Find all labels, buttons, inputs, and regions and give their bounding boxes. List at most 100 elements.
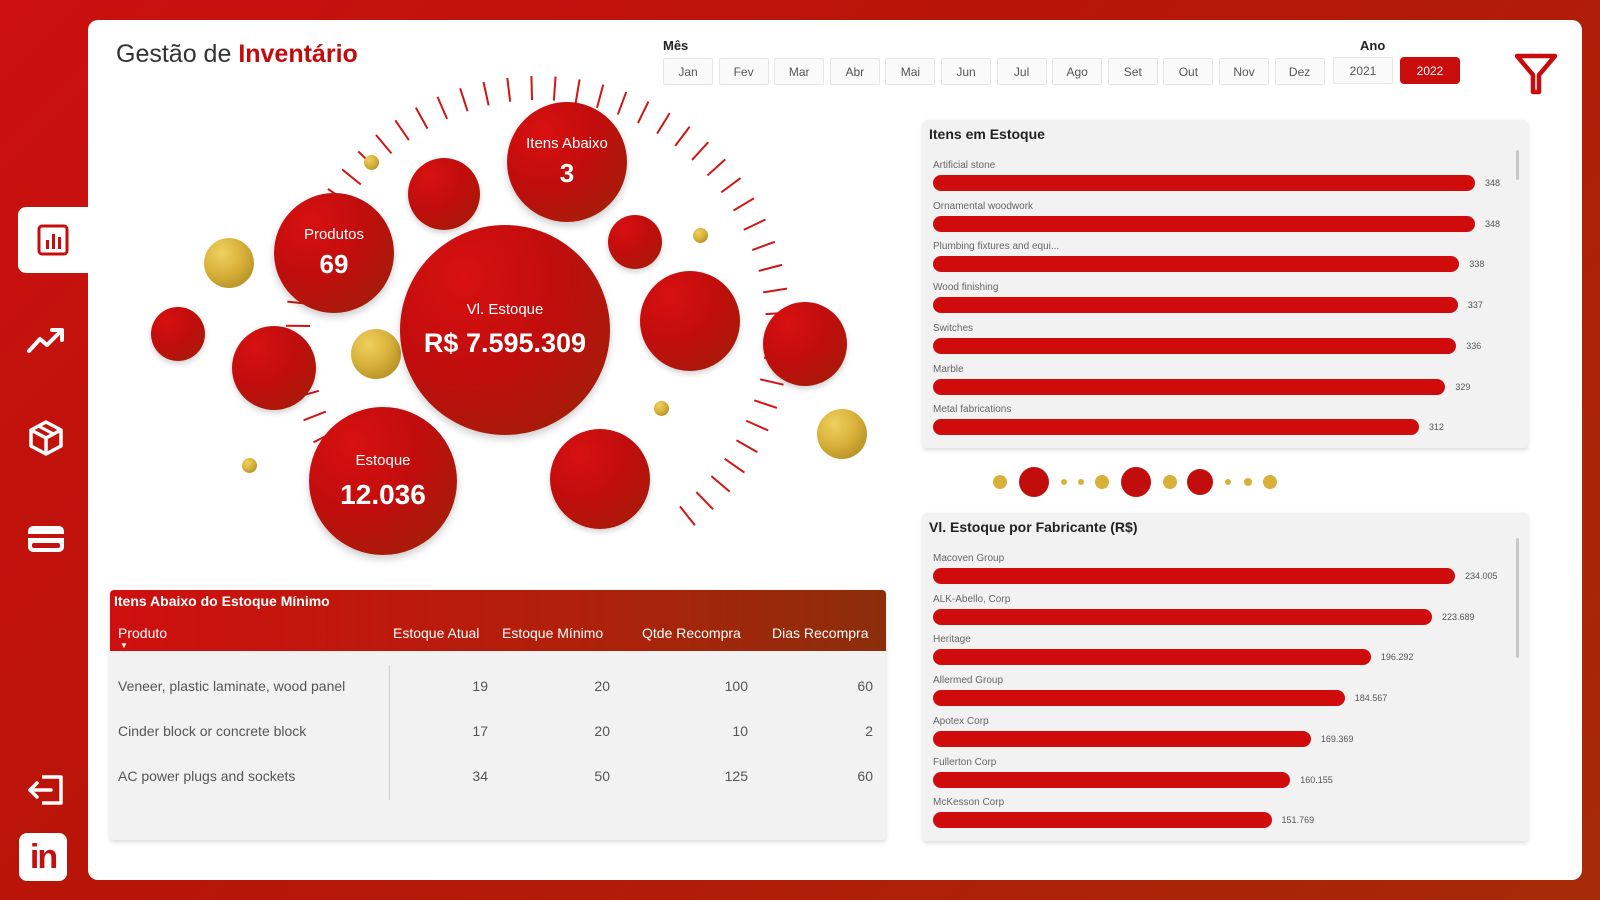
tick-mark bbox=[303, 410, 327, 422]
itens-em-estoque-title: Itens em Estoque bbox=[929, 126, 1045, 142]
column-divider bbox=[389, 665, 390, 800]
column-header-estoque-atual[interactable]: Estoque Atual bbox=[393, 625, 480, 641]
bar-row[interactable]: Apotex Corp 169.369 bbox=[933, 716, 1513, 756]
bar-row[interactable]: Switches 336 bbox=[933, 323, 1513, 363]
decor-dot bbox=[1121, 467, 1151, 497]
bar-row[interactable]: ALK-Abello, Corp 223.689 bbox=[933, 594, 1513, 634]
year-button-2022[interactable]: 2022 bbox=[1400, 57, 1460, 84]
kpi-estoque-label: Estoque bbox=[355, 451, 411, 469]
funnel-filter-icon[interactable] bbox=[1513, 50, 1559, 96]
bar[interactable] bbox=[933, 256, 1460, 273]
nav-payments-button[interactable] bbox=[22, 515, 70, 563]
year-button-2021[interactable]: 2021 bbox=[1333, 57, 1393, 84]
tick-mark bbox=[732, 197, 755, 212]
bar-category-label: Marble bbox=[933, 363, 964, 375]
bar[interactable] bbox=[933, 297, 1458, 314]
bar[interactable] bbox=[933, 730, 1311, 747]
bar[interactable] bbox=[933, 175, 1475, 191]
month-button-abr[interactable]: Abr bbox=[829, 58, 880, 85]
tick-mark bbox=[436, 96, 449, 120]
table-row[interactable]: Cinder block or concrete block 17 20 10 2 bbox=[110, 709, 886, 753]
bar-row[interactable]: Artificial stone 348 bbox=[933, 160, 1513, 200]
month-button-jul[interactable]: Jul bbox=[996, 58, 1047, 85]
month-button-mar[interactable]: Mar bbox=[774, 58, 825, 85]
decor-bubble bbox=[550, 429, 650, 529]
bar[interactable] bbox=[933, 378, 1446, 395]
decor-bubble bbox=[408, 158, 480, 230]
bar-row[interactable]: Marble 329 bbox=[933, 364, 1513, 404]
vl-estoque-fabricante-chart: Vl. Estoque por Fabricante (R$) Macoven … bbox=[923, 513, 1528, 841]
bar-value-label: 336 bbox=[1466, 340, 1482, 351]
below-min-stock-table: Itens Abaixo do Estoque Mínimo Produto E… bbox=[110, 590, 886, 840]
scrollbar[interactable] bbox=[1516, 538, 1519, 658]
bar-row[interactable]: Heritage 196.292 bbox=[933, 634, 1513, 674]
bar-chart-icon bbox=[37, 224, 69, 256]
bar-row[interactable]: Plumbing fixtures and equi... 338 bbox=[933, 241, 1513, 281]
linkedin-label: in bbox=[29, 838, 58, 876]
decorative-dots bbox=[993, 467, 1277, 497]
bar-value-label: 223.689 bbox=[1441, 611, 1475, 622]
bar[interactable] bbox=[933, 568, 1455, 584]
bar-value-label: 329 bbox=[1455, 381, 1471, 392]
bar[interactable] bbox=[933, 812, 1272, 829]
column-header-qtde-recompra[interactable]: Qtde Recompra bbox=[642, 625, 741, 641]
month-button-set[interactable]: Set bbox=[1107, 58, 1158, 85]
month-button-fev[interactable]: Fev bbox=[718, 58, 769, 85]
tick-mark bbox=[679, 505, 696, 526]
month-button-ago[interactable]: Ago bbox=[1052, 58, 1103, 85]
cell-value: 50 bbox=[594, 768, 610, 784]
bar[interactable] bbox=[933, 608, 1432, 625]
tick-mark bbox=[720, 177, 742, 194]
bar[interactable] bbox=[933, 337, 1457, 354]
column-header-produto[interactable]: Produto bbox=[118, 625, 168, 641]
table-row[interactable]: AC power plugs and sockets 34 50 125 60 bbox=[110, 754, 886, 798]
decor-gold-bubble bbox=[351, 329, 401, 379]
bar-row[interactable]: Wood finishing 337 bbox=[933, 282, 1513, 322]
table-row[interactable]: Veneer, plastic laminate, wood panel 19 20… bbox=[110, 664, 886, 708]
bar-category-label: Macoven Group bbox=[933, 553, 1005, 564]
bar-row[interactable]: Metal fabrications 312 bbox=[933, 404, 1513, 444]
month-button-dez[interactable]: Dez bbox=[1274, 58, 1325, 85]
tick-mark bbox=[745, 419, 769, 432]
decor-dot bbox=[993, 475, 1007, 489]
card-icon bbox=[28, 526, 64, 552]
bar-row[interactable]: McKesson Corp 151.769 bbox=[933, 797, 1513, 837]
month-button-jan[interactable]: Jan bbox=[663, 58, 713, 85]
bar[interactable] bbox=[933, 215, 1475, 232]
tick-mark bbox=[459, 88, 469, 112]
month-button-nov[interactable]: Nov bbox=[1219, 58, 1269, 85]
decor-bubble bbox=[608, 215, 662, 269]
bar-category-label: Ornamental woodwork bbox=[933, 200, 1034, 212]
tick-mark bbox=[574, 79, 581, 104]
month-slicer-label: Mês bbox=[663, 38, 689, 53]
bar[interactable] bbox=[933, 690, 1345, 707]
bar-row[interactable]: Macoven Group 234.005 bbox=[933, 553, 1513, 593]
kpi-estoque-value: 12.036 bbox=[340, 478, 426, 510]
column-header-estoque-minimo[interactable]: Estoque Mínimo bbox=[502, 625, 604, 641]
month-button-jun[interactable]: Jun bbox=[941, 58, 991, 85]
sort-down-icon[interactable]: ▼ bbox=[120, 641, 128, 650]
scrollbar[interactable] bbox=[1516, 150, 1519, 180]
nav-dashboard-button[interactable] bbox=[18, 207, 88, 273]
nav-trend-button[interactable] bbox=[22, 316, 70, 364]
nav-products-button[interactable] bbox=[22, 414, 70, 462]
title-strong: Inventário bbox=[238, 40, 358, 68]
bar-category-label: Artificial stone bbox=[933, 160, 996, 171]
logout-button[interactable] bbox=[22, 766, 70, 814]
cell-value: 34 bbox=[472, 768, 488, 784]
bar[interactable] bbox=[933, 771, 1291, 788]
bar-row[interactable]: Fullerton Corp 160.155 bbox=[933, 757, 1513, 797]
bar-row[interactable]: Allermed Group 184.567 bbox=[933, 675, 1513, 715]
cell-value: 60 bbox=[857, 678, 873, 694]
decor-dot bbox=[1078, 479, 1084, 485]
linkedin-button[interactable]: in bbox=[18, 832, 68, 882]
month-button-mai[interactable]: Mai bbox=[885, 58, 936, 85]
bar[interactable] bbox=[933, 649, 1371, 666]
decor-dot bbox=[1187, 469, 1213, 495]
month-button-out[interactable]: Out bbox=[1163, 58, 1214, 85]
cell-value: 2 bbox=[865, 723, 873, 739]
trend-up-icon bbox=[27, 328, 64, 353]
bar-row[interactable]: Ornamental woodwork 348 bbox=[933, 201, 1513, 241]
column-header-dias-recompra[interactable]: Dias Recompra bbox=[772, 625, 869, 641]
bar[interactable] bbox=[933, 419, 1419, 436]
